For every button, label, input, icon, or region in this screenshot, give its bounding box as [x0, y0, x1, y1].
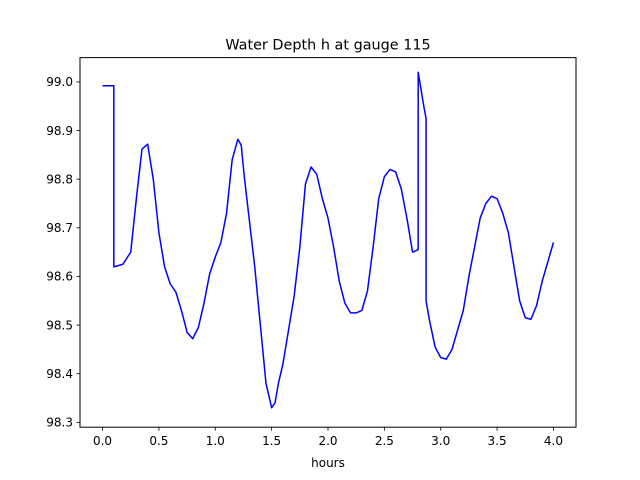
y-tick-label: 98.5	[46, 318, 73, 332]
x-tick-label: 4.0	[544, 434, 563, 448]
y-tick-label: 98.8	[46, 172, 73, 186]
x-tick-label: 0.5	[149, 434, 168, 448]
plot-frame	[79, 57, 577, 428]
x-tick-label: 3.5	[488, 434, 507, 448]
y-tick-label: 98.7	[46, 221, 73, 235]
x-tick-label: 2.0	[318, 434, 337, 448]
y-tick-label: 98.4	[46, 367, 73, 381]
series-line-0	[102, 71, 555, 409]
x-axis: 0.0 0.5 1.0 1.5 2.0 2.5 3.0 3.5 4.0	[93, 427, 563, 448]
chart-title: Water Depth h at gauge 115	[225, 38, 430, 54]
y-axis: 98.3 98.4 98.5 98.6 98.7 98.8 98.9 99.0	[46, 75, 80, 430]
x-tick-label: 1.0	[206, 434, 225, 448]
y-tick-label: 98.9	[46, 124, 73, 138]
x-axis-label: hours	[311, 456, 345, 470]
x-tick-label: 3.0	[431, 434, 450, 448]
y-tick-label: 99.0	[46, 75, 73, 89]
plot-area	[102, 71, 555, 409]
x-tick-label: 1.5	[262, 434, 281, 448]
y-tick-label: 98.6	[46, 270, 73, 284]
x-tick-label: 0.0	[93, 434, 112, 448]
y-tick-label: 98.3	[46, 416, 73, 430]
x-tick-label: 2.5	[375, 434, 394, 448]
